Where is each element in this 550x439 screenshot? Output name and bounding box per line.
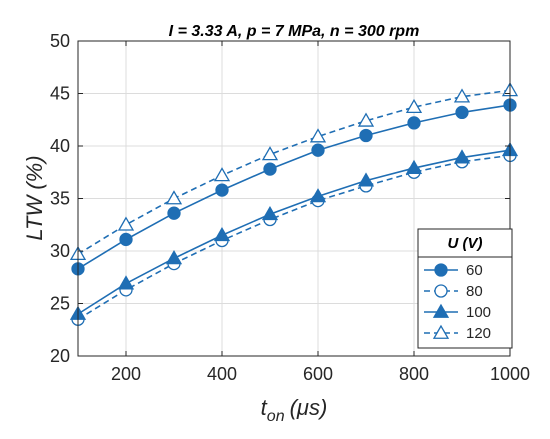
x-axis-title-main: t bbox=[261, 395, 268, 420]
data-point-120 bbox=[117, 216, 135, 231]
data-point-120 bbox=[453, 88, 471, 103]
data-point-120 bbox=[165, 190, 183, 205]
data-point-60 bbox=[359, 128, 373, 143]
legend-marker-120 bbox=[432, 324, 450, 339]
x-tick-label: 600 bbox=[303, 364, 333, 384]
y-tick-label: 50 bbox=[50, 31, 70, 51]
series-lines bbox=[69, 82, 519, 326]
data-point-100 bbox=[213, 226, 231, 242]
x-tick-label: 200 bbox=[111, 364, 141, 384]
legend-label-120: 120 bbox=[466, 325, 491, 342]
data-point-120 bbox=[405, 98, 423, 114]
legend-item-120: 120 bbox=[424, 324, 491, 342]
data-point-60 bbox=[119, 232, 133, 247]
data-point-100 bbox=[261, 205, 279, 221]
y-tick-label: 35 bbox=[50, 189, 70, 209]
series-line-100 bbox=[77, 149, 511, 315]
x-axis-title-unit: (μs) bbox=[290, 395, 328, 420]
legend-items: 60 80 100 120 bbox=[424, 262, 491, 342]
x-tick-label: 400 bbox=[207, 364, 237, 384]
axes bbox=[77, 40, 511, 357]
legend-marker-100 bbox=[432, 303, 450, 318]
y-tick-label: 25 bbox=[50, 294, 70, 314]
legend-box bbox=[417, 228, 513, 349]
data-point-60 bbox=[455, 105, 469, 120]
x-tick-label: 800 bbox=[399, 364, 429, 384]
data-point-60 bbox=[167, 206, 181, 220]
series-line-120 bbox=[77, 89, 511, 255]
data-point-100 bbox=[405, 159, 423, 174]
series-line-60 bbox=[77, 104, 511, 270]
legend-item-100: 100 bbox=[424, 303, 491, 321]
series-line-80 bbox=[77, 154, 511, 320]
y-tick-label: 45 bbox=[50, 84, 70, 104]
legend-item-80: 80 bbox=[424, 283, 483, 300]
y-axis-title: LTW (%) bbox=[22, 155, 47, 240]
legend-label-60: 60 bbox=[466, 262, 483, 279]
data-point-120 bbox=[261, 146, 279, 161]
legend-item-60: 60 bbox=[424, 262, 483, 279]
data-point-100 bbox=[309, 188, 327, 203]
data-point-100 bbox=[453, 149, 471, 164]
legend-marker-60 bbox=[434, 263, 448, 277]
x-axis-title-subscript: on bbox=[267, 408, 285, 425]
data-point-100 bbox=[357, 172, 375, 187]
data-point-60 bbox=[407, 116, 421, 130]
data-point-100 bbox=[165, 250, 183, 265]
y-tick-label: 40 bbox=[50, 136, 70, 156]
data-point-120 bbox=[213, 167, 231, 182]
data-point-120 bbox=[357, 112, 375, 127]
series-120 bbox=[69, 82, 519, 261]
y-tick-label: 20 bbox=[50, 346, 70, 366]
data-point-120 bbox=[309, 128, 327, 143]
series-60 bbox=[71, 98, 517, 276]
data-point-100 bbox=[117, 275, 135, 290]
series-100 bbox=[69, 141, 519, 320]
x-tick-label: 1000 bbox=[490, 364, 530, 384]
chart-title: I = 3.33 A, p = 7 MPa, n = 300 rpm bbox=[169, 23, 420, 40]
legend-marker-80 bbox=[434, 284, 448, 298]
legend-label-100: 100 bbox=[466, 304, 491, 321]
y-tick-label: 30 bbox=[50, 241, 70, 261]
x-axis-title: ton (μs) bbox=[261, 395, 328, 425]
legend: U (V) 60 80 100 120 bbox=[417, 228, 513, 349]
legend-title: U (V) bbox=[448, 235, 483, 252]
data-point-60 bbox=[215, 183, 229, 197]
tick-labels: 200 400 600 800 1000 20 25 30 35 40 45 50 bbox=[50, 31, 530, 384]
legend-label-80: 80 bbox=[466, 283, 483, 300]
data-point-60 bbox=[311, 143, 325, 157]
data-point-60 bbox=[263, 162, 277, 176]
